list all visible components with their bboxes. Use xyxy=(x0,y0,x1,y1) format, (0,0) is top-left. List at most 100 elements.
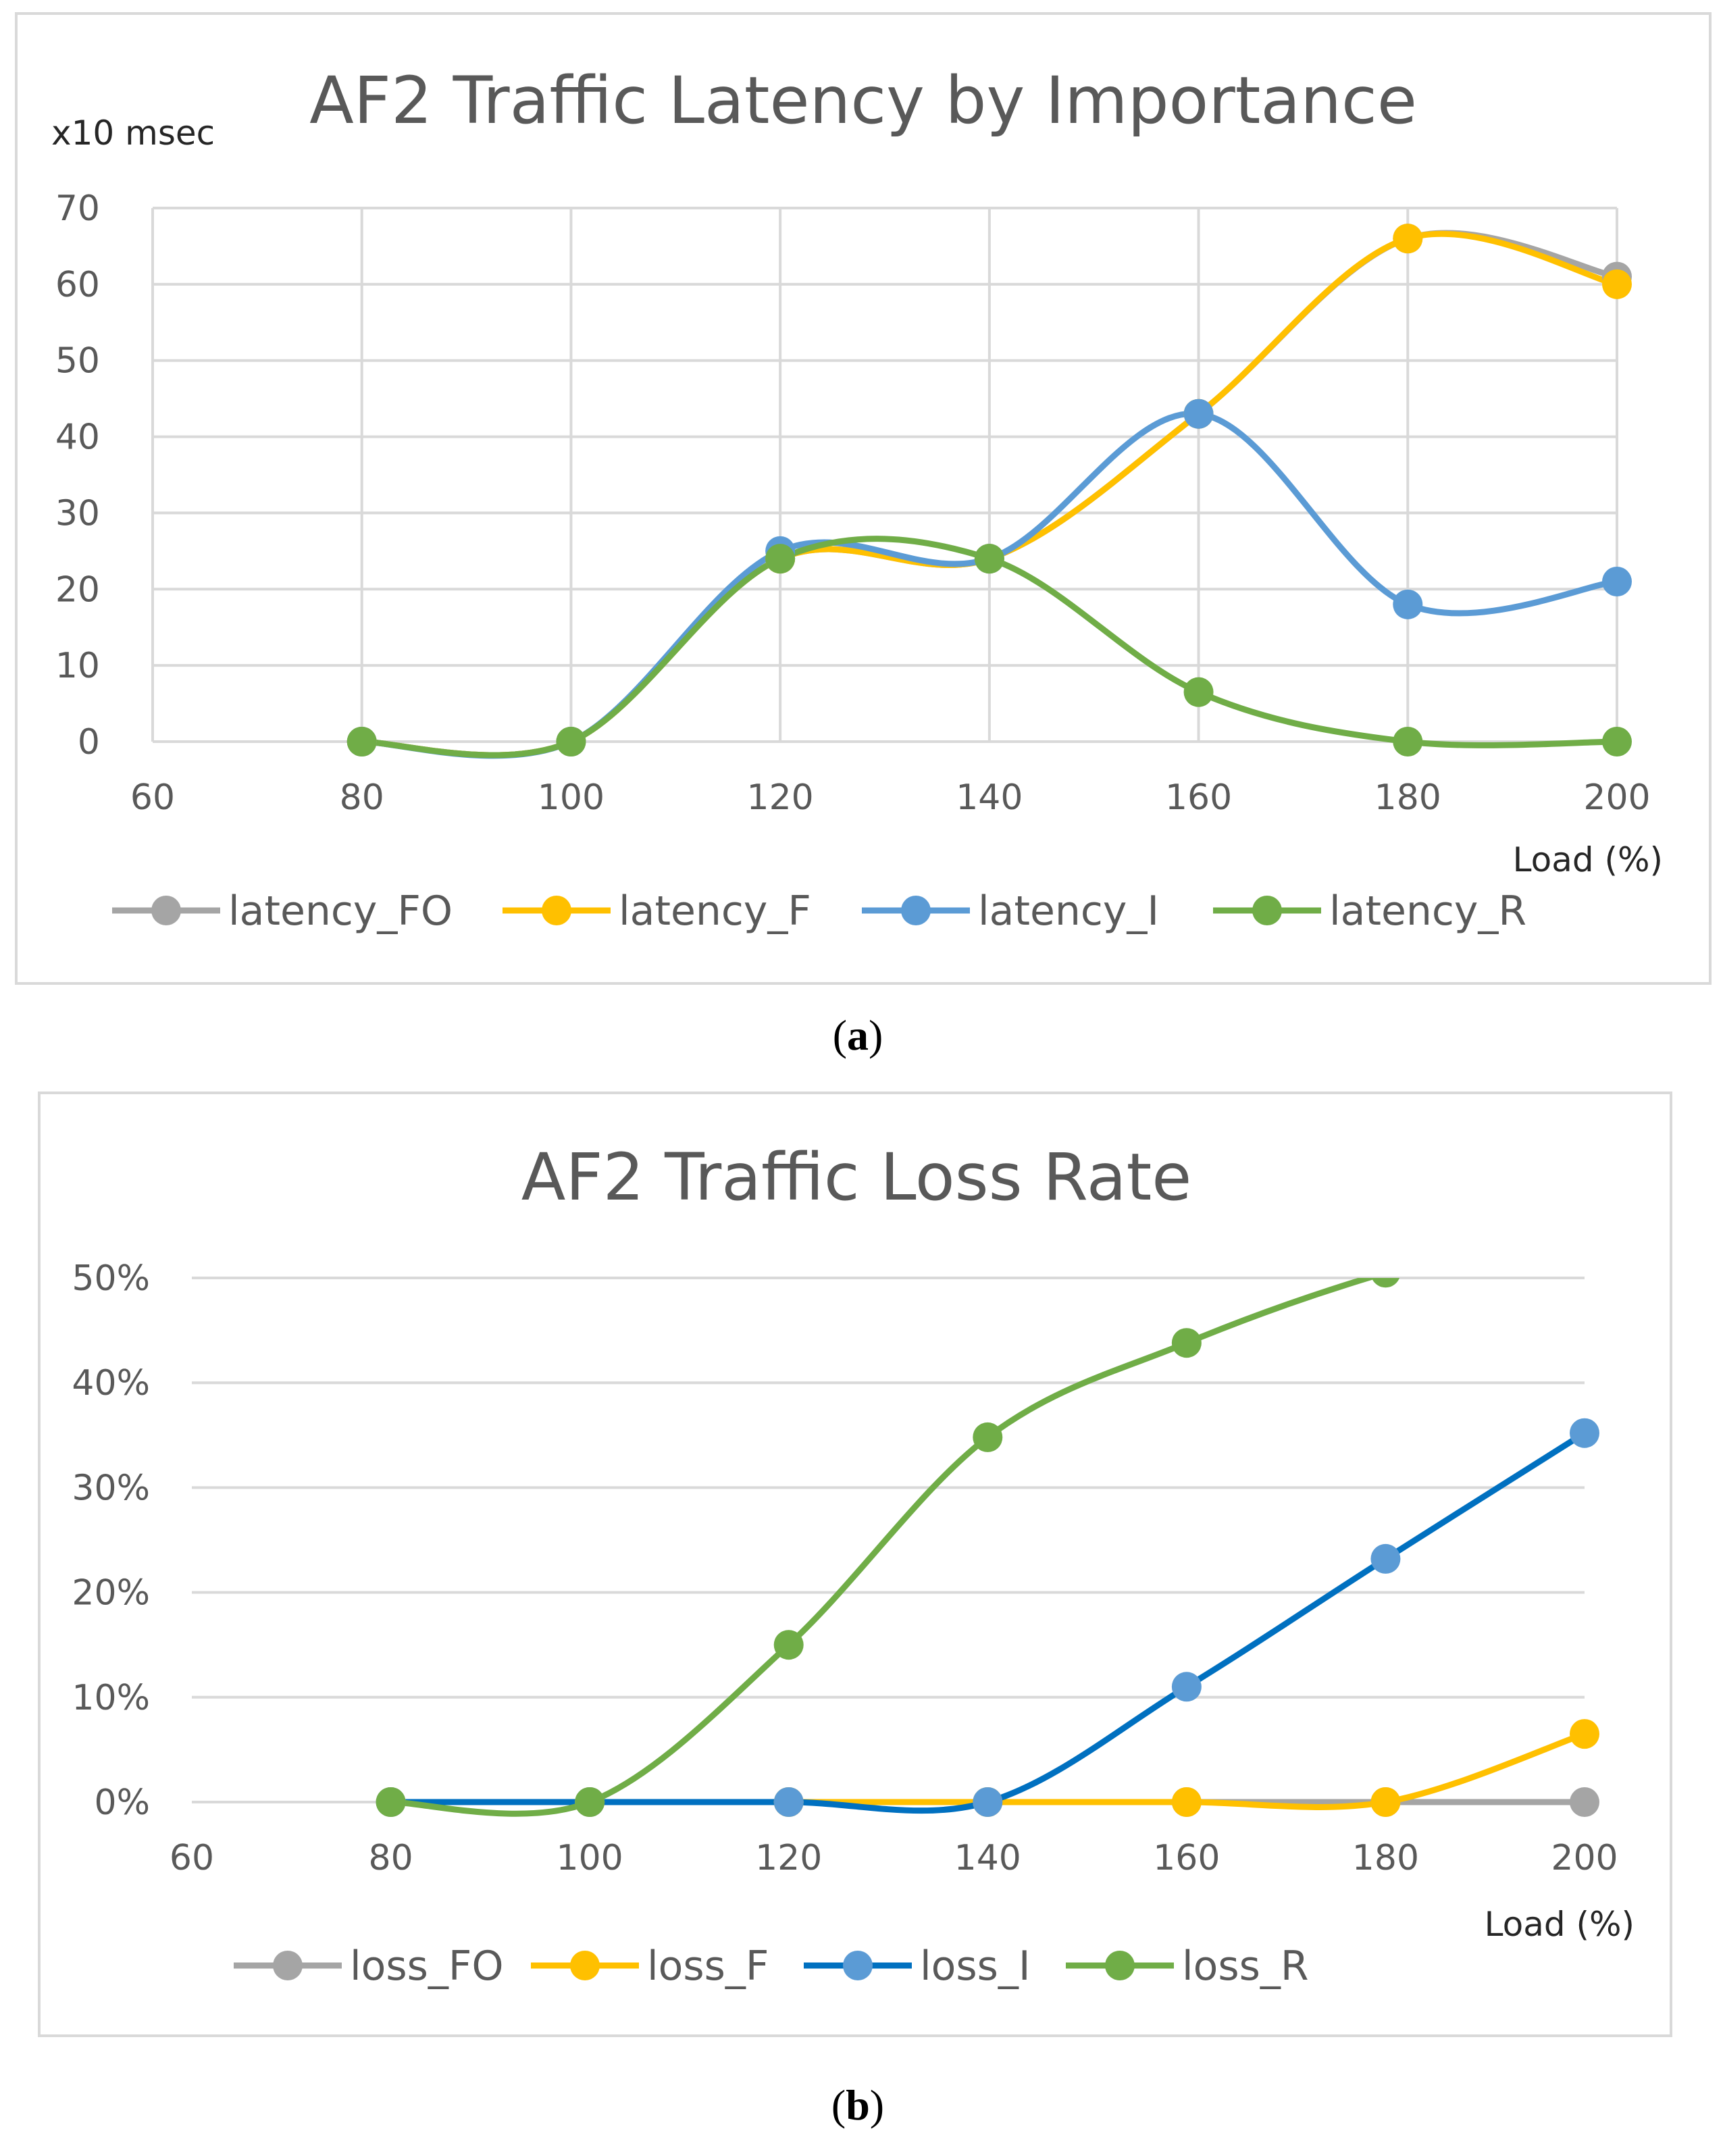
series-markers xyxy=(346,224,1632,756)
data-point-latency_I xyxy=(1602,567,1632,596)
legend-label: loss_F xyxy=(647,1943,769,1990)
data-point-loss_R xyxy=(1371,1278,1400,1288)
x-tick-label: 100 xyxy=(557,1838,623,1878)
y-tick-label: 50% xyxy=(72,1258,150,1299)
chart-frame xyxy=(15,12,1712,985)
legend-swatch-marker xyxy=(1105,1951,1135,1980)
data-point-latency_F xyxy=(1393,224,1423,254)
legend-item: loss_R xyxy=(1066,1943,1309,1990)
data-point-loss_F xyxy=(1570,1719,1599,1749)
latency-chart-panel: AF2 Traffic Latency by Importance x10 ms… xyxy=(15,12,1712,1059)
x-tick-label: 100 xyxy=(538,777,605,818)
x-tick-label: 120 xyxy=(747,777,814,818)
legend-label: latency_FO xyxy=(228,888,453,935)
data-point-latency_R xyxy=(765,544,796,574)
y-tick-label: 20 xyxy=(55,569,100,610)
legend-swatch-marker xyxy=(843,1951,873,1980)
legend-item: latency_R xyxy=(1213,888,1526,935)
legend-swatch-marker xyxy=(1252,896,1282,925)
x-tick-label: 200 xyxy=(1551,1838,1618,1878)
data-point-loss_FO xyxy=(1570,1787,1599,1817)
data-point-loss_I xyxy=(1370,1543,1401,1574)
data-point-loss_F xyxy=(1370,1787,1401,1817)
y-axis-unit-label: x10 msec xyxy=(51,113,215,153)
series-markers xyxy=(376,1278,1599,1817)
data-point-loss_F xyxy=(1171,1787,1202,1817)
x-axis-label: Load (%) xyxy=(1485,1905,1635,1944)
y-tick-label: 30 xyxy=(55,493,100,534)
x-tick-label: 120 xyxy=(755,1838,822,1878)
data-point-latency_R xyxy=(1393,727,1423,756)
x-tick-label: 60 xyxy=(170,1838,214,1878)
data-point-loss_R xyxy=(773,1630,804,1660)
legend-label: loss_FO xyxy=(350,1943,504,1990)
chart-title: AF2 Traffic Latency by Importance xyxy=(309,63,1417,138)
loss-rate-chart-panel: AF2 Traffic Loss Rate 0% 10% 20% 30% 40% 50% 6… xyxy=(38,1092,1672,2129)
legend-item: loss_FO xyxy=(234,1943,504,1990)
legend-swatch-marker xyxy=(570,1951,600,1980)
x-tick-label: 80 xyxy=(340,777,384,818)
data-point-loss_I xyxy=(973,1787,1003,1817)
panel-caption: (a) xyxy=(833,1011,883,1059)
data-point-loss_R xyxy=(1171,1328,1202,1358)
data-point-latency_I xyxy=(1393,589,1423,619)
panel-caption-letter: b xyxy=(846,2081,870,2129)
data-point-latency_R xyxy=(556,727,586,756)
y-tick-label: 0% xyxy=(95,1782,151,1823)
axis-tick-labels: 0 10 20 30 40 50 60 70 60 80 100 120 140 160 180 200 xyxy=(55,188,1651,818)
x-tick-label: 180 xyxy=(1374,777,1441,818)
x-tick-label: 180 xyxy=(1352,1838,1419,1878)
legend-item: latency_I xyxy=(862,888,1159,935)
legend-label: latency_F xyxy=(619,888,811,935)
chart-frame xyxy=(38,1092,1672,2037)
y-tick-label: 40% xyxy=(72,1363,150,1404)
y-tick-label: 50 xyxy=(55,341,100,382)
chart-title: AF2 Traffic Loss Rate xyxy=(521,1139,1192,1215)
panel-caption-letter: a xyxy=(847,1011,869,1059)
x-tick-label: 160 xyxy=(1165,777,1232,818)
axis-tick-labels: 0% 10% 20% 30% 40% 50% 60 80 100 120 140 160 180 200 xyxy=(72,1258,1618,1878)
y-tick-label: 40 xyxy=(55,417,100,458)
legend-label: latency_R xyxy=(1329,888,1526,935)
data-point-latency_R xyxy=(1602,727,1632,756)
data-point-loss_I xyxy=(1171,1672,1202,1702)
y-tick-label: 30% xyxy=(72,1468,150,1508)
x-tick-label: 60 xyxy=(130,777,175,818)
data-point-latency_R xyxy=(346,727,377,756)
data-point-latency_R xyxy=(1183,677,1214,707)
y-tick-label: 0 xyxy=(78,722,100,763)
legend-swatch-marker xyxy=(273,1951,303,1980)
x-tick-label: 200 xyxy=(1583,777,1650,818)
data-point-latency_I xyxy=(1183,399,1214,429)
legend: latency_FO latency_F latency_I latency_R xyxy=(112,888,1526,935)
legend: loss_FO loss_F loss_I loss_R xyxy=(234,1943,1309,1990)
x-axis-label: Load (%) xyxy=(1513,840,1663,879)
x-tick-label: 160 xyxy=(1153,1838,1220,1878)
x-tick-label: 140 xyxy=(956,777,1023,818)
y-tick-label: 70 xyxy=(55,188,100,229)
legend-item: latency_F xyxy=(503,888,811,935)
legend-item: latency_FO xyxy=(112,888,453,935)
gridlines xyxy=(151,207,1618,743)
y-tick-label: 20% xyxy=(72,1573,150,1614)
y-tick-label: 10 xyxy=(55,646,100,686)
data-point-loss_R xyxy=(575,1787,605,1817)
x-tick-label: 80 xyxy=(368,1838,413,1878)
legend-label: loss_R xyxy=(1182,1943,1309,1990)
data-point-loss_I xyxy=(773,1787,804,1817)
legend-swatch-marker xyxy=(151,896,181,925)
data-point-loss_I xyxy=(1570,1418,1599,1448)
legend-label: latency_I xyxy=(978,888,1159,935)
panel-caption: (b) xyxy=(831,2081,884,2129)
y-tick-label: 60 xyxy=(55,265,100,305)
data-point-latency_R xyxy=(974,544,1004,574)
legend-item: loss_F xyxy=(531,1943,769,1990)
legend-swatch-marker xyxy=(542,896,571,925)
data-point-loss_R xyxy=(376,1787,406,1817)
legend-swatch-marker xyxy=(901,896,931,925)
legend-label: loss_I xyxy=(920,1943,1031,1990)
y-tick-label: 10% xyxy=(72,1678,150,1718)
data-point-loss_R xyxy=(973,1422,1003,1452)
legend-item: loss_I xyxy=(804,1943,1031,1990)
